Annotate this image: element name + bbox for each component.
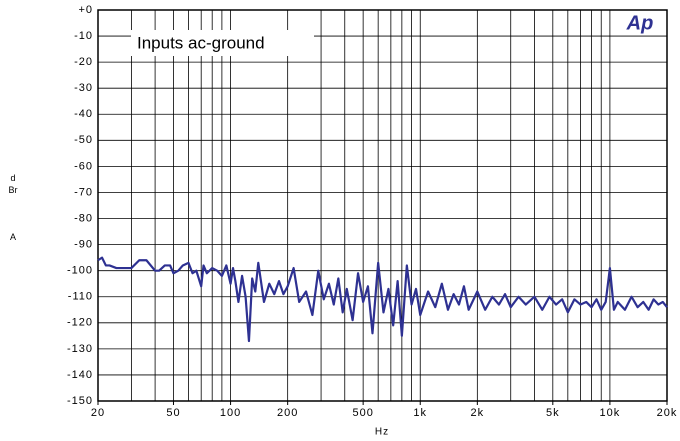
x-tick-label: 2k (471, 407, 485, 419)
y-tick-label: -40 (74, 108, 93, 120)
y-tick-label: -60 (74, 160, 93, 172)
y-tick-label: -20 (74, 56, 93, 68)
x-tick-label: 50 (166, 407, 180, 419)
logo: Ap (626, 12, 654, 34)
x-tick-label: 500 (352, 407, 373, 419)
y-tick-label: -130 (67, 343, 93, 355)
y-tick-label: +0 (78, 4, 93, 16)
y-axis-unit: A (9, 232, 16, 242)
x-tick-label: 1k (413, 407, 427, 419)
y-tick-label: -10 (74, 30, 93, 42)
y-tick-label: -140 (67, 369, 93, 381)
x-tick-label: 200 (277, 407, 298, 419)
y-tick-label: -80 (74, 212, 93, 224)
y-tick-label: -110 (68, 291, 93, 303)
plot-frame (97, 9, 668, 402)
y-tick-label: -120 (67, 317, 93, 329)
y-tick-label: -100 (67, 265, 93, 277)
trace (97, 256, 668, 343)
y-tick-label: -70 (74, 186, 93, 198)
y-tick-label: -90 (74, 239, 93, 251)
y-axis-label: dBr (8, 173, 18, 195)
x-tick-label: 5k (546, 407, 560, 419)
x-tick-label: 100 (220, 407, 241, 419)
y-tick-label: -150 (67, 395, 93, 407)
x-tick-label: 20k (657, 407, 678, 419)
annotation-box (131, 30, 314, 56)
x-tick-label: 20 (91, 407, 105, 419)
y-tick-label: -30 (74, 82, 93, 94)
x-axis-label: Hz (375, 427, 389, 438)
annotation: Inputs ac-ground (137, 33, 265, 52)
y-tick-label: -50 (74, 134, 93, 146)
x-tick-label: 10k (600, 407, 621, 419)
